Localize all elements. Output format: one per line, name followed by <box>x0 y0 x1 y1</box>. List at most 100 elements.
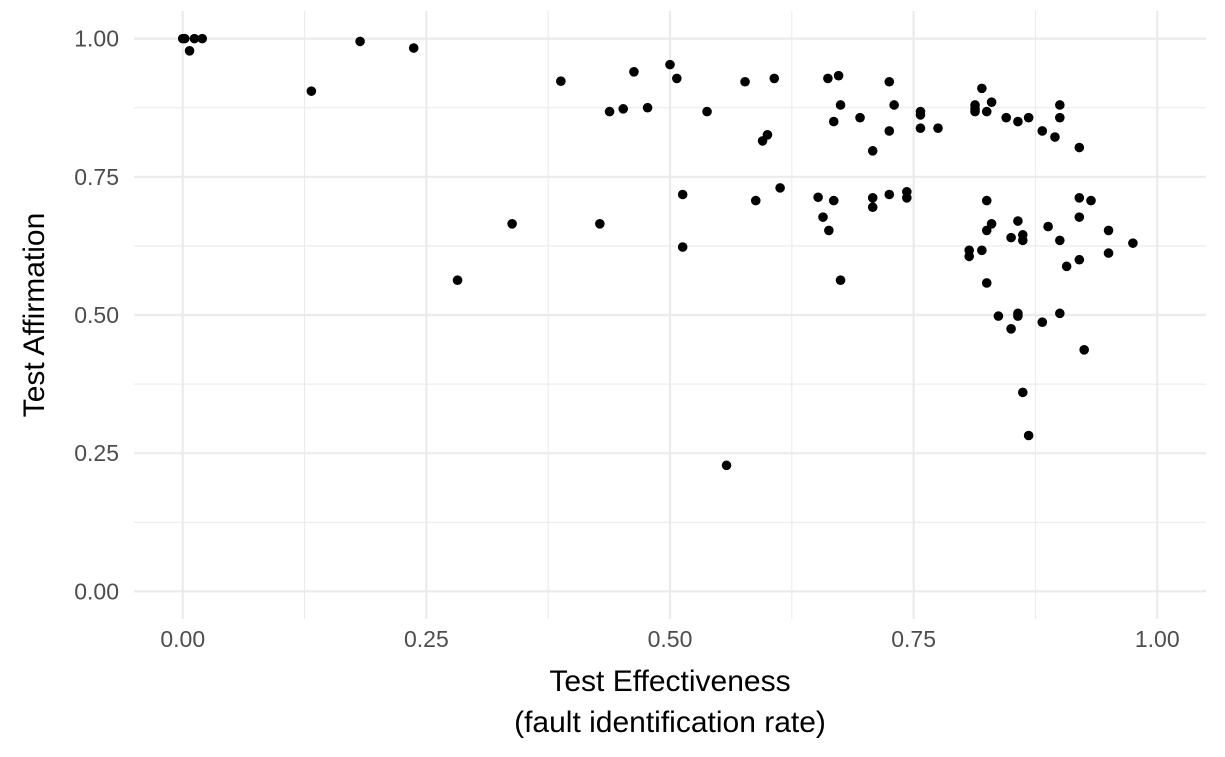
data-point <box>824 225 834 236</box>
data-point <box>1006 324 1016 334</box>
data-point <box>889 100 899 110</box>
data-point <box>1037 126 1048 136</box>
data-point <box>1074 212 1085 222</box>
x-tick-label: 0.50 <box>648 626 693 652</box>
data-point <box>1074 142 1085 153</box>
data-point <box>835 100 846 110</box>
x-axis-title-line-2: (fault identification rate) <box>514 706 826 739</box>
data-point <box>1050 132 1060 142</box>
data-point <box>867 193 878 203</box>
data-point <box>867 146 878 156</box>
data-point <box>306 86 317 96</box>
data-point <box>964 251 974 262</box>
data-point <box>884 76 895 87</box>
data-point <box>1086 195 1096 206</box>
data-point <box>677 242 688 252</box>
data-point <box>1055 308 1065 319</box>
data-point <box>677 189 688 200</box>
data-point <box>977 83 987 94</box>
y-tick-label: 0.75 <box>74 164 119 190</box>
data-point <box>507 219 517 229</box>
data-point <box>1055 112 1065 123</box>
data-point <box>1074 254 1085 265</box>
data-point <box>833 70 844 81</box>
y-tick-label: 1.00 <box>74 26 119 52</box>
data-point <box>915 110 926 120</box>
data-point <box>823 73 833 84</box>
y-tick-label: 0.00 <box>74 578 119 604</box>
data-point <box>740 76 750 87</box>
data-point <box>884 189 895 200</box>
data-point <box>855 112 865 123</box>
data-point <box>1013 216 1023 226</box>
data-point <box>1023 112 1034 123</box>
data-point <box>189 33 200 44</box>
y-tick-label: 0.50 <box>74 302 119 328</box>
data-points <box>177 33 1138 471</box>
data-point <box>986 97 997 107</box>
data-point <box>981 225 992 236</box>
data-point <box>993 311 1004 321</box>
data-point <box>1079 345 1089 355</box>
data-point <box>884 126 895 136</box>
data-point <box>1017 387 1028 398</box>
data-point <box>1037 317 1048 327</box>
data-point <box>595 219 605 229</box>
y-axis-title: Test Affirmation <box>18 213 51 418</box>
data-point <box>981 278 992 288</box>
x-tick-label: 0.25 <box>404 626 449 652</box>
data-point <box>184 45 195 56</box>
data-point <box>629 67 639 77</box>
data-point <box>977 245 987 256</box>
data-point <box>1001 112 1012 123</box>
data-point <box>1013 116 1023 127</box>
data-point <box>1023 430 1034 441</box>
data-point <box>828 195 839 206</box>
data-point <box>902 193 912 203</box>
data-point <box>750 195 761 206</box>
data-point <box>1013 311 1023 321</box>
data-point <box>642 102 653 113</box>
data-point <box>813 192 823 203</box>
y-axis-tick-labels: 0.00 0.25 0.50 0.75 1.00 <box>74 26 119 605</box>
data-point <box>981 195 992 206</box>
data-point <box>762 130 773 140</box>
data-point <box>1055 100 1065 110</box>
data-point <box>915 123 926 133</box>
x-tick-label: 0.00 <box>160 626 205 652</box>
data-point <box>835 275 846 285</box>
data-point <box>769 73 780 84</box>
data-point <box>665 59 675 70</box>
data-point <box>672 73 682 84</box>
y-tick-label: 0.25 <box>74 440 119 466</box>
data-point <box>775 183 785 193</box>
x-axis-tick-labels: 0.00 0.25 0.50 0.75 1.00 <box>160 626 1179 652</box>
data-point <box>1006 232 1016 243</box>
data-point <box>197 33 208 44</box>
data-point <box>1043 221 1053 232</box>
data-point <box>1055 235 1065 246</box>
data-point <box>1103 225 1114 236</box>
data-point <box>981 106 992 117</box>
data-point <box>604 106 615 117</box>
data-point <box>702 106 712 117</box>
x-tick-label: 0.75 <box>891 626 936 652</box>
x-tick-label: 1.00 <box>1135 626 1180 652</box>
data-point <box>1017 235 1028 246</box>
data-point <box>452 275 463 285</box>
data-point <box>1128 238 1138 248</box>
data-point <box>618 104 629 114</box>
data-point <box>721 460 732 471</box>
data-point <box>986 219 997 229</box>
data-point <box>556 76 566 86</box>
data-point <box>867 202 878 213</box>
data-point <box>818 212 828 222</box>
data-point <box>970 106 980 117</box>
data-point <box>1103 248 1114 258</box>
data-point <box>355 36 365 47</box>
data-point <box>408 43 419 53</box>
data-point <box>933 123 943 133</box>
major-grid <box>134 11 1206 619</box>
data-point <box>1061 261 1072 272</box>
